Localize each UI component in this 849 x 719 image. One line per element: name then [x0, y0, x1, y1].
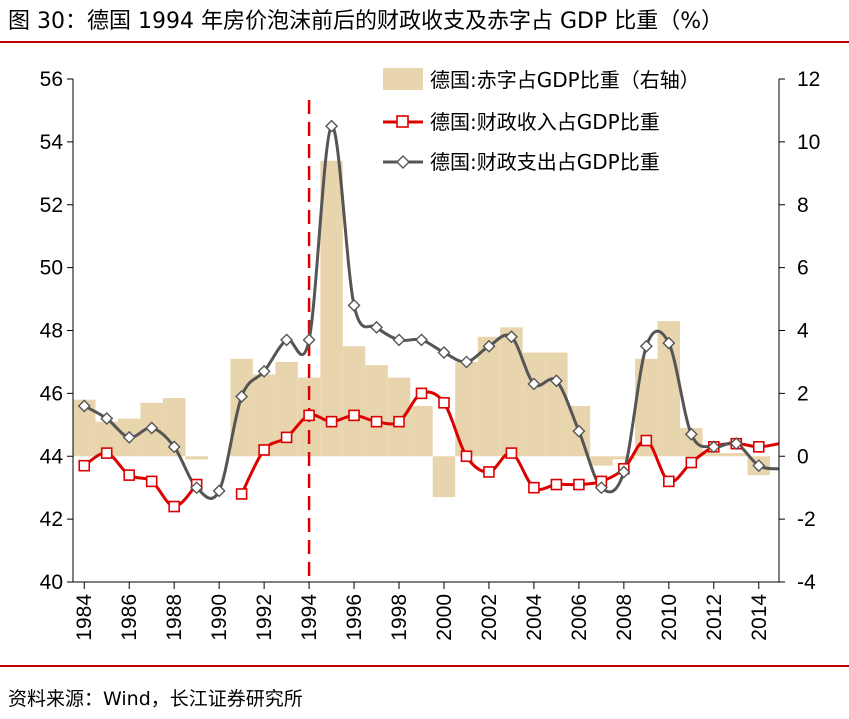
revenue-point-2011: [686, 458, 696, 468]
y-right-tick-4: 4: [797, 320, 809, 343]
revenue-point-1992: [259, 445, 269, 455]
footer-rule: [0, 665, 849, 667]
expenditure-point-2009: [641, 341, 652, 352]
x-tick-1988: 1988: [163, 594, 186, 641]
y-left-tick-40: 40: [40, 571, 63, 594]
deficit-bar-2005: [545, 353, 567, 457]
x-tick-1998: 1998: [388, 594, 411, 641]
y-left-tick-54: 54: [40, 131, 64, 154]
expenditure-point-1998: [394, 334, 405, 345]
deficit-bar-1997: [365, 365, 387, 456]
deficit-bar-2013: [725, 453, 747, 456]
revenue-point-1991: [237, 489, 247, 499]
revenue-point-2003: [506, 448, 516, 458]
y-right-tick-10: 10: [797, 131, 820, 154]
y-left-tick-46: 46: [40, 382, 63, 405]
y-left-tick-56: 56: [40, 68, 63, 91]
y-left-tick-44: 44: [40, 445, 64, 468]
expenditure-point-1999: [416, 334, 427, 345]
revenue-point-2005: [551, 480, 561, 490]
deficit-bar-1989: [185, 456, 207, 459]
x-tick-1986: 1986: [118, 594, 141, 641]
deficit-bar-2003: [500, 327, 522, 456]
revenue-point-2010: [664, 476, 674, 486]
revenue-point-2006: [574, 480, 584, 490]
y-right-tick--4: -4: [797, 571, 816, 594]
y-left-tick-42: 42: [40, 508, 63, 531]
x-tick-2012: 2012: [703, 594, 726, 641]
y-right-tick-0: 0: [797, 445, 809, 468]
x-tick-2006: 2006: [568, 594, 591, 641]
source-note: 资料来源：Wind，长江证券研究所: [8, 684, 303, 711]
x-tick-1994: 1994: [298, 594, 321, 641]
expenditure-point-1996: [349, 300, 360, 311]
revenue-point-2002: [484, 467, 494, 477]
deficit-bar-2007: [590, 456, 612, 465]
deficit-bar-1991: [230, 359, 252, 456]
revenue-point-1986: [124, 470, 134, 480]
x-tick-1984: 1984: [73, 594, 96, 641]
y-right-tick-2: 2: [797, 382, 809, 405]
y-right-tick-8: 8: [797, 194, 809, 217]
deficit-bar-1996: [343, 346, 365, 456]
revenue-point-1994: [304, 410, 314, 420]
deficit-bar-2002: [478, 337, 500, 456]
revenue-point-1999: [417, 388, 427, 398]
revenue-point-1998: [394, 417, 404, 427]
revenue-point-1988: [169, 502, 179, 512]
revenue-point-1997: [372, 417, 382, 427]
legend: 德国:赤字占GDP比重（右轴） 德国:财政收入占GDP比重 德国:财政支出占GD…: [383, 68, 700, 174]
deficit-bar-2012: [703, 453, 725, 456]
x-tick-1996: 1996: [343, 594, 366, 641]
y-right-tick-12: 12: [797, 68, 820, 91]
x-tick-2010: 2010: [658, 594, 681, 641]
legend-expenditure-marker: [397, 156, 409, 168]
revenue-point-2001: [461, 451, 471, 461]
revenue-line-seg-1: [84, 453, 196, 507]
x-tick-2000: 2000: [433, 594, 456, 641]
deficit-bar-2000: [433, 456, 455, 497]
revenue-point-2004: [529, 483, 539, 493]
deficit-bar-1999: [410, 406, 432, 456]
x-tick-1990: 1990: [208, 594, 231, 641]
x-tick-2002: 2002: [478, 594, 501, 641]
deficit-bar-1995: [320, 161, 342, 457]
x-tick-1992: 1992: [253, 594, 276, 641]
legend-revenue-marker: [397, 116, 408, 127]
legend-deficit-swatch: [383, 68, 423, 90]
revenue-point-1987: [147, 476, 157, 486]
revenue-point-1984: [79, 461, 89, 471]
x-tick-2008: 2008: [613, 594, 636, 641]
legend-deficit-label: 德国:赤字占GDP比重（右轴）: [430, 68, 700, 92]
legend-expenditure-label: 德国:财政支出占GDP比重: [430, 150, 660, 174]
y-left-tick-50: 50: [40, 257, 63, 280]
y-left-tick-52: 52: [40, 194, 63, 217]
revenue-point-2009: [641, 436, 651, 446]
revenue-point-2000: [439, 398, 449, 408]
revenue-point-1993: [282, 432, 292, 442]
y-left-tick-48: 48: [40, 320, 63, 343]
legend-revenue-label: 德国:财政收入占GDP比重: [430, 110, 660, 134]
y-right-tick-6: 6: [797, 257, 809, 280]
y-right-tick--2: -2: [797, 508, 816, 531]
expenditure-point-1994: [304, 334, 315, 345]
x-tick-2004: 2004: [523, 594, 546, 641]
revenue-point-1985: [102, 448, 112, 458]
revenue-point-1995: [327, 417, 337, 427]
x-tick-2014: 2014: [748, 594, 771, 641]
revenue-point-1996: [349, 410, 359, 420]
revenue-point-2014: [754, 442, 764, 452]
